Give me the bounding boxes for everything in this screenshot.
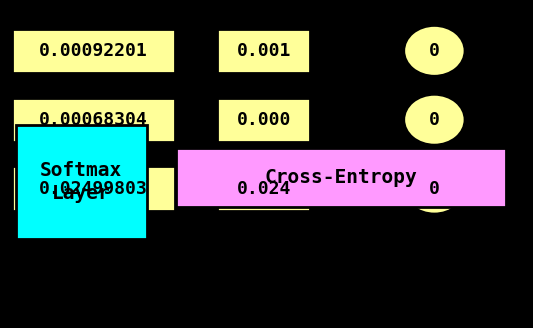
FancyBboxPatch shape — [16, 125, 147, 239]
Ellipse shape — [404, 26, 465, 76]
Text: 0: 0 — [429, 111, 440, 129]
Text: 0.00068304: 0.00068304 — [39, 111, 148, 129]
Text: Softmax
Layer: Softmax Layer — [40, 161, 123, 203]
Text: 0: 0 — [429, 42, 440, 60]
Text: 0.00092201: 0.00092201 — [39, 42, 148, 60]
Ellipse shape — [404, 94, 465, 145]
Text: 0.001: 0.001 — [237, 42, 291, 60]
FancyBboxPatch shape — [12, 29, 175, 73]
FancyBboxPatch shape — [176, 148, 506, 207]
Text: Cross-Entropy: Cross-Entropy — [265, 168, 417, 187]
Text: 0.02499803: 0.02499803 — [39, 180, 148, 197]
FancyBboxPatch shape — [12, 167, 175, 211]
Ellipse shape — [404, 163, 465, 214]
FancyBboxPatch shape — [12, 97, 175, 142]
Text: 0: 0 — [429, 180, 440, 197]
FancyBboxPatch shape — [217, 167, 310, 211]
FancyBboxPatch shape — [217, 97, 310, 142]
Text: 0.000: 0.000 — [237, 111, 291, 129]
FancyBboxPatch shape — [217, 29, 310, 73]
Text: 0.024: 0.024 — [237, 180, 291, 197]
